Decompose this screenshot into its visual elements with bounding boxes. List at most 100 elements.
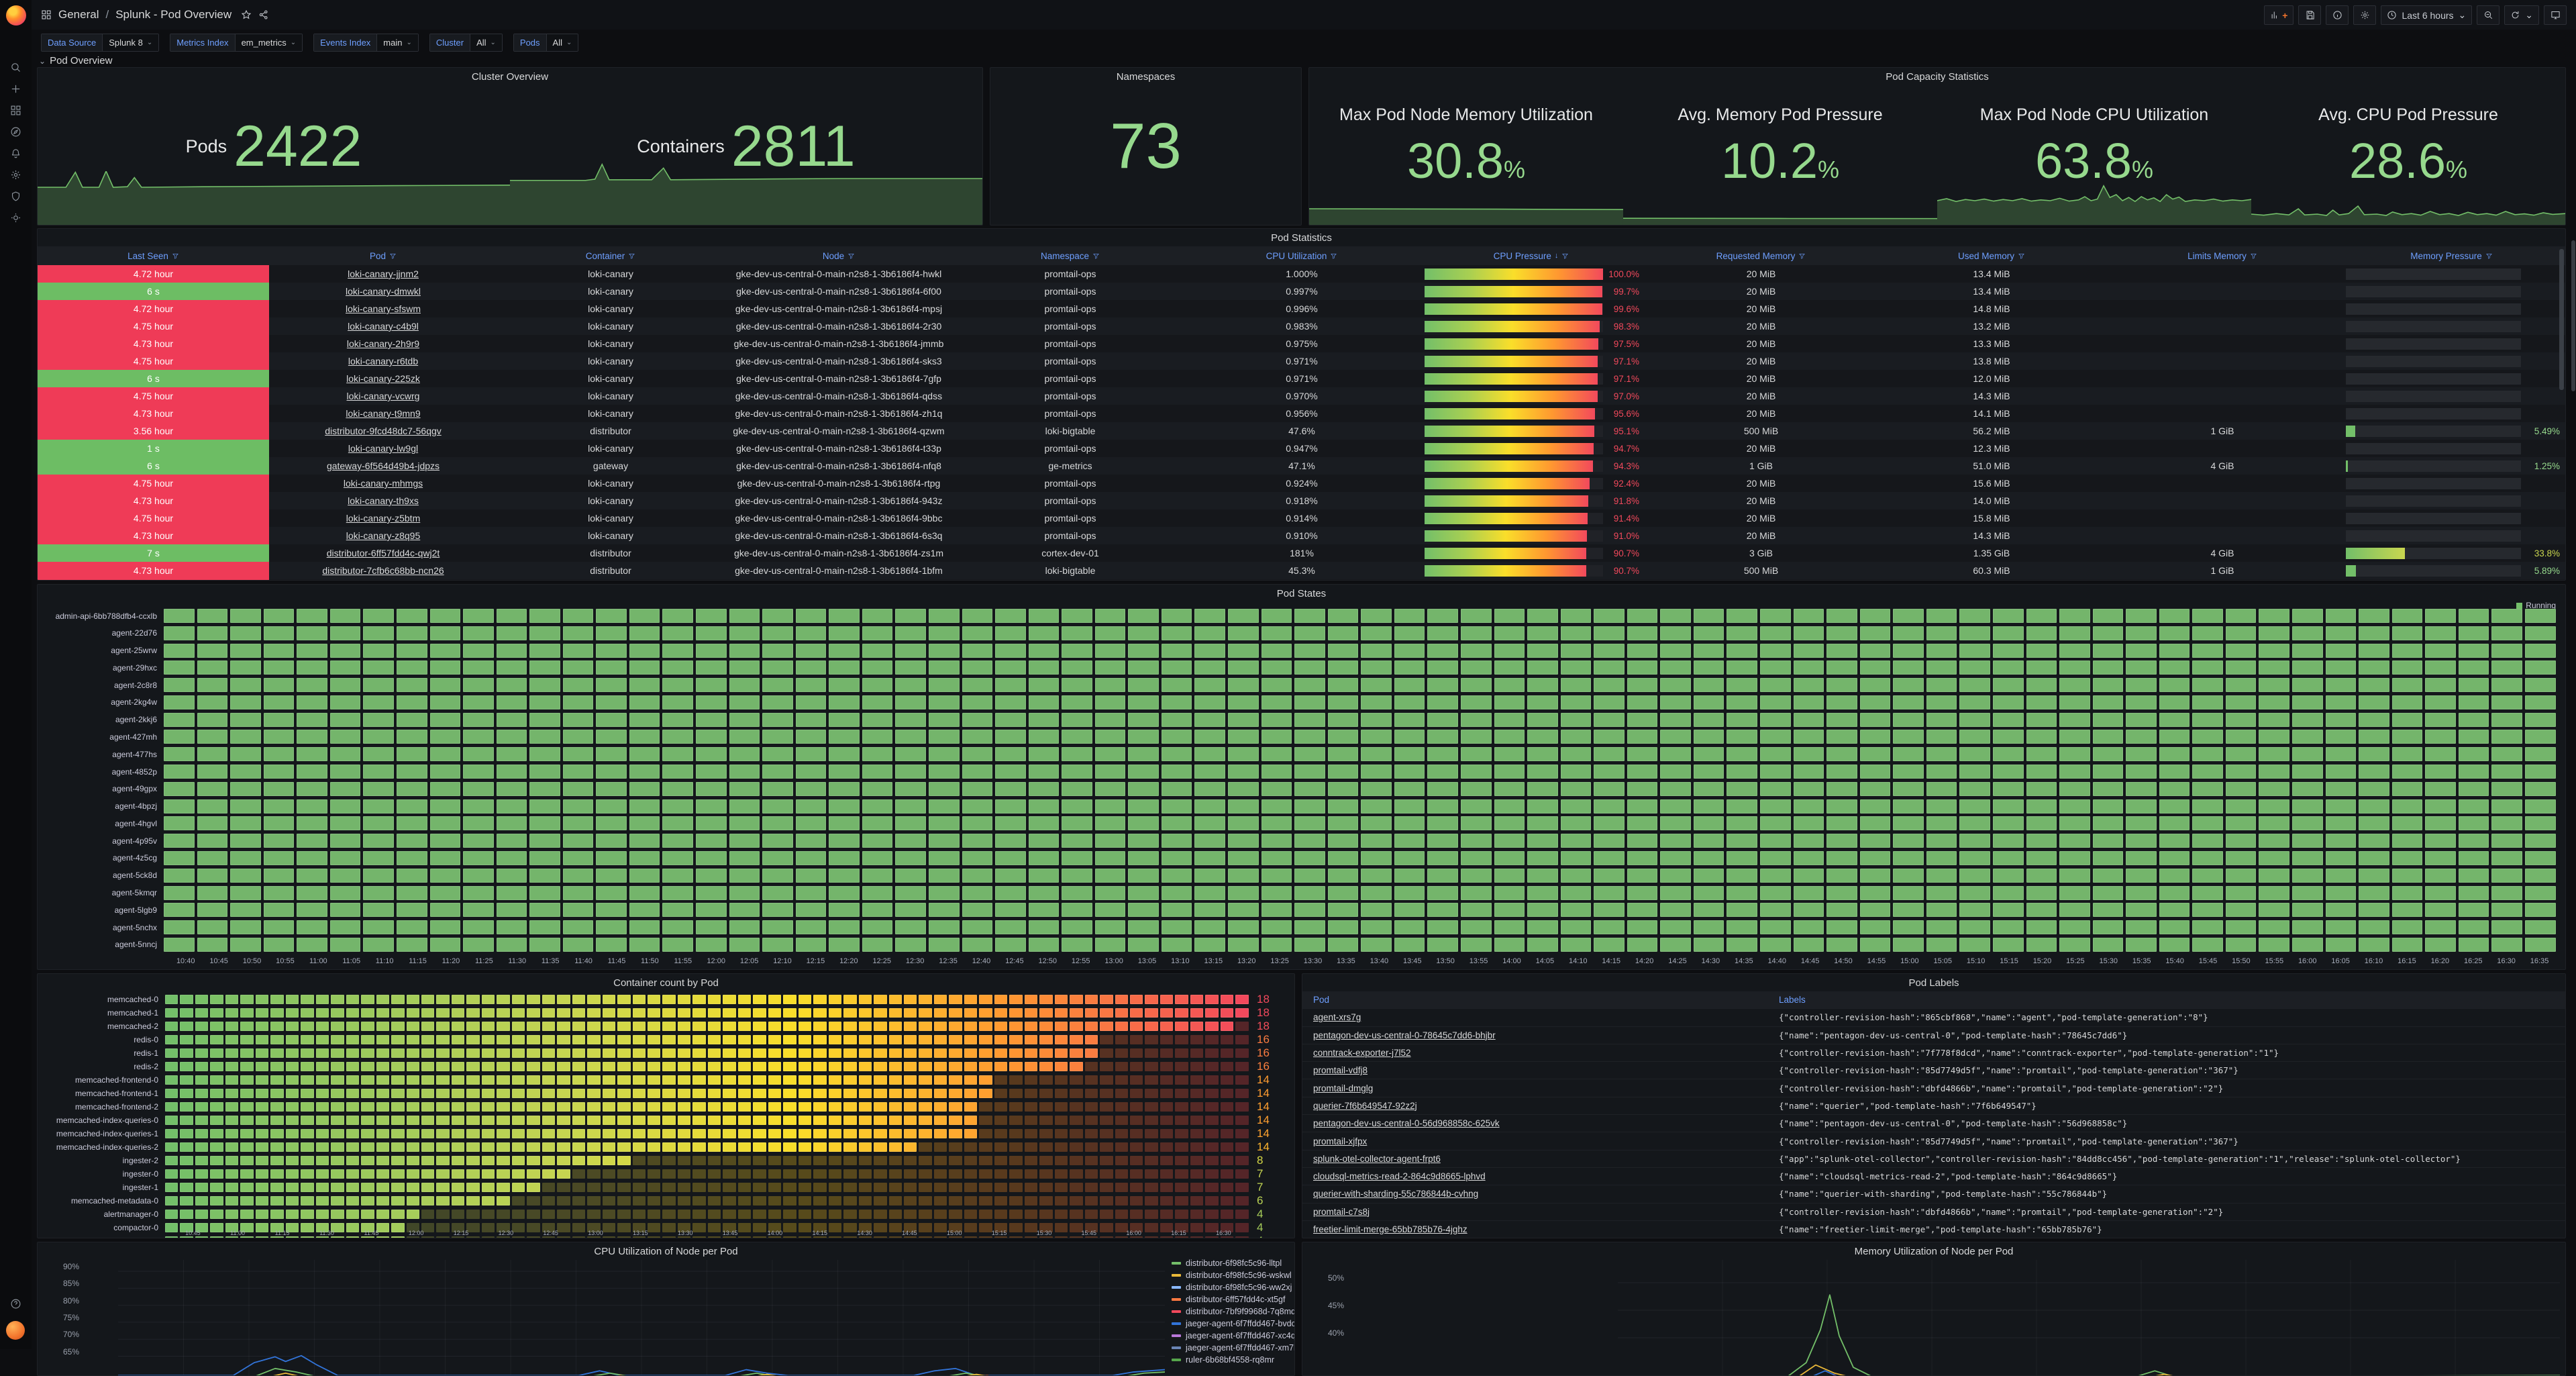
state-cell-running[interactable] (2425, 712, 2456, 727)
count-cell[interactable] (933, 1101, 947, 1112)
count-cell[interactable] (994, 1061, 1008, 1072)
count-cell[interactable] (511, 1061, 525, 1072)
count-cell[interactable] (1009, 1101, 1023, 1112)
state-cell-running[interactable] (164, 781, 195, 796)
state-cell-running[interactable] (496, 660, 527, 675)
count-cell[interactable] (572, 1142, 586, 1152)
count-cell[interactable] (858, 1101, 872, 1112)
state-cell-running[interactable] (197, 868, 228, 883)
state-cell-running[interactable] (562, 781, 594, 796)
count-cell[interactable] (783, 1021, 796, 1032)
state-cell-running[interactable] (496, 712, 527, 727)
count-cell[interactable] (301, 1142, 314, 1152)
count-cell[interactable] (1220, 1128, 1234, 1139)
count-cell[interactable] (331, 1142, 344, 1152)
count-cell[interactable] (195, 1142, 209, 1152)
count-cell[interactable] (1160, 1222, 1174, 1233)
count-cell[interactable] (1115, 1195, 1128, 1206)
state-cell-running[interactable] (2524, 609, 2556, 623)
count-cell[interactable] (421, 1048, 435, 1059)
state-cell-running[interactable] (1627, 850, 1658, 865)
state-cell-running[interactable] (1527, 816, 1558, 831)
count-cell[interactable] (813, 1195, 827, 1206)
count-cell[interactable] (346, 1128, 360, 1139)
state-cell-running[interactable] (496, 747, 527, 762)
count-cell[interactable] (421, 994, 435, 1005)
state-cell-running[interactable] (1228, 781, 1259, 796)
state-cell-running[interactable] (1560, 903, 1592, 918)
count-cell[interactable] (1115, 1075, 1128, 1085)
count-cell[interactable] (874, 1115, 887, 1126)
count-cell[interactable] (270, 1088, 284, 1099)
state-cell-running[interactable] (529, 816, 560, 831)
count-cell[interactable] (662, 1236, 676, 1238)
sidebar-item-alerting[interactable] (0, 142, 32, 164)
state-cell-running[interactable] (197, 937, 228, 952)
state-cell-running[interactable] (762, 765, 793, 779)
count-cell[interactable] (391, 1236, 405, 1238)
count-cell[interactable] (1115, 1101, 1128, 1112)
state-cell-running[interactable] (2458, 712, 2489, 727)
state-cell-running[interactable] (1560, 781, 1592, 796)
count-cell[interactable] (1130, 1128, 1143, 1139)
count-cell[interactable] (376, 1088, 390, 1099)
state-cell-running[interactable] (1361, 678, 1392, 693)
state-cell-running[interactable] (895, 781, 926, 796)
count-cell[interactable] (225, 1088, 239, 1099)
state-cell-running[interactable] (2391, 643, 2423, 658)
state-cell-running[interactable] (1893, 643, 1924, 658)
state-cell-running[interactable] (928, 799, 960, 814)
count-cell[interactable] (1115, 1222, 1128, 1233)
state-cell-running[interactable] (1826, 937, 1857, 952)
count-cell[interactable] (888, 994, 902, 1005)
filter-icon[interactable] (1561, 252, 1569, 260)
count-cell[interactable] (648, 1101, 661, 1112)
count-cell[interactable] (1190, 1034, 1204, 1045)
count-cell[interactable] (828, 1142, 842, 1152)
count-cell[interactable] (285, 1115, 299, 1126)
state-cell-running[interactable] (562, 765, 594, 779)
state-cell-running[interactable] (2225, 695, 2257, 709)
state-cell-running[interactable] (1893, 660, 1924, 675)
count-cell[interactable] (919, 1061, 932, 1072)
state-cell-running[interactable] (1228, 643, 1259, 658)
count-cell[interactable] (210, 1209, 223, 1220)
count-cell[interactable] (270, 994, 284, 1005)
count-cell[interactable] (768, 1115, 782, 1126)
state-cell-running[interactable] (429, 920, 461, 935)
state-cell-running[interactable] (363, 937, 394, 952)
state-cell-running[interactable] (1727, 626, 1757, 640)
state-cell-running[interactable] (1627, 834, 1658, 848)
state-cell-running[interactable] (1660, 626, 1691, 640)
state-cell-running[interactable] (1826, 765, 1857, 779)
count-cell[interactable] (602, 1182, 616, 1193)
refresh-interval-caret[interactable]: ⌄ (2525, 9, 2533, 20)
count-cell[interactable] (391, 1182, 405, 1193)
count-cell[interactable] (210, 994, 223, 1005)
state-cell-running[interactable] (995, 712, 1026, 727)
state-cell-running[interactable] (1793, 937, 1824, 952)
count-cell[interactable] (707, 1128, 721, 1139)
state-cell-running[interactable] (729, 678, 760, 693)
count-cell[interactable] (783, 1101, 796, 1112)
count-cell[interactable] (723, 1128, 736, 1139)
state-cell-running[interactable] (1527, 695, 1558, 709)
state-cell-running[interactable] (2092, 885, 2124, 900)
state-cell-running[interactable] (2159, 781, 2190, 796)
state-cell-running[interactable] (1594, 765, 1625, 779)
state-cell-running[interactable] (729, 660, 760, 675)
count-cell[interactable] (783, 1182, 796, 1193)
count-cell[interactable] (964, 1088, 978, 1099)
state-cell-running[interactable] (1062, 747, 1092, 762)
state-cell-running[interactable] (862, 626, 893, 640)
count-cell[interactable] (723, 1195, 736, 1206)
state-cell-running[interactable] (895, 834, 926, 848)
state-cell-running[interactable] (2359, 626, 2389, 640)
sidebar-item-shield[interactable] (0, 185, 32, 207)
state-cell-running[interactable] (928, 660, 960, 675)
count-cell[interactable] (707, 1222, 721, 1233)
state-cell-running[interactable] (429, 643, 461, 658)
count-cell[interactable] (813, 1222, 827, 1233)
state-cell-running[interactable] (2259, 920, 2289, 935)
count-cell[interactable] (270, 1142, 284, 1152)
